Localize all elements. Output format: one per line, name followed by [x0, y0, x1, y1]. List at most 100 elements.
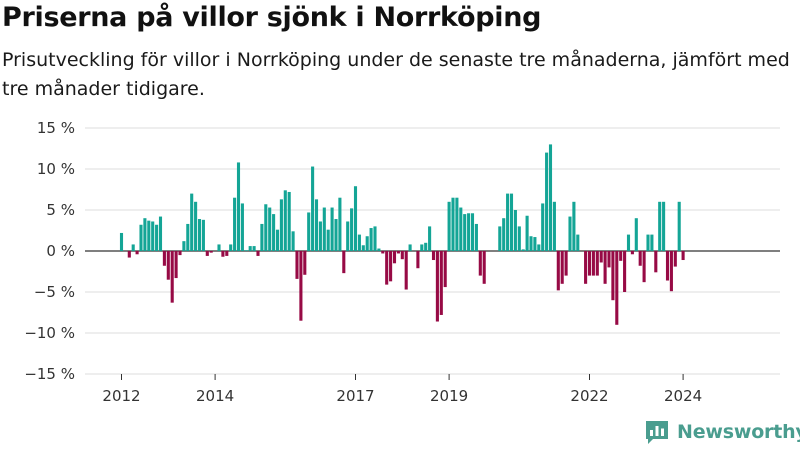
- bar: [463, 214, 467, 251]
- bar: [459, 207, 463, 251]
- bar: [127, 251, 131, 258]
- bar: [338, 197, 342, 251]
- bar: [537, 244, 541, 251]
- bar: [435, 251, 439, 322]
- bar: [182, 241, 186, 251]
- bar: [591, 251, 595, 276]
- bar: [662, 201, 666, 251]
- bar: [174, 251, 178, 279]
- bar: [607, 251, 611, 268]
- bar: [287, 191, 291, 251]
- y-tick-label: 5 %: [46, 201, 75, 219]
- bar: [603, 251, 607, 284]
- bar: [240, 203, 244, 251]
- bar: [541, 203, 545, 251]
- bar: [638, 251, 642, 266]
- bar: [408, 244, 412, 251]
- bar: [190, 193, 194, 251]
- bar-chart-logo-icon: [646, 421, 668, 444]
- bar: [665, 251, 670, 281]
- bar: [139, 224, 143, 251]
- y-tick-label: −5 %: [34, 283, 75, 301]
- chart-title: Priserna på villor sjönk i Norrköping: [2, 2, 542, 33]
- bar: [654, 251, 658, 273]
- newsworthy-logo[interactable]: Newsworthy: [644, 419, 800, 445]
- bar: [451, 197, 455, 251]
- bar: [119, 232, 124, 251]
- bar: [560, 251, 564, 284]
- bar: [552, 201, 556, 251]
- bar: [424, 242, 428, 251]
- bar: [584, 251, 588, 284]
- bar: [342, 251, 346, 274]
- bar: [650, 234, 654, 251]
- bar: [217, 244, 221, 251]
- bar: [233, 197, 237, 251]
- x-tick-label: 2014: [196, 387, 234, 405]
- bar: [225, 251, 229, 256]
- bar: [158, 216, 163, 251]
- bar: [205, 251, 209, 256]
- bar: [630, 251, 634, 255]
- y-tick-label: −10 %: [24, 324, 75, 342]
- bar: [389, 251, 393, 282]
- x-tick-label: 2012: [102, 387, 140, 405]
- bar: [353, 186, 358, 251]
- y-tick-label: 0 %: [46, 242, 75, 260]
- bar: [291, 231, 295, 251]
- bar: [248, 246, 252, 251]
- x-tick-label: 2017: [336, 387, 374, 405]
- bar: [439, 251, 443, 315]
- bar: [642, 251, 646, 283]
- bar: [350, 208, 354, 251]
- bar: [568, 216, 572, 251]
- bar: [669, 251, 673, 292]
- y-tick-label: 10 %: [37, 160, 75, 178]
- bar: [396, 251, 400, 254]
- bar: [236, 162, 241, 251]
- bar: [186, 223, 190, 251]
- bar: [275, 229, 280, 251]
- bar: [420, 244, 424, 251]
- bar: [330, 207, 334, 251]
- bar: [369, 228, 373, 251]
- bar: [681, 251, 685, 261]
- bar: [170, 251, 174, 303]
- x-tick-label: 2022: [570, 387, 608, 405]
- x-axis: 2012 2014 2017 2019 2022 2024: [102, 374, 702, 405]
- bar: [502, 218, 506, 251]
- bar: [615, 251, 619, 325]
- bar: [623, 251, 627, 292]
- bar: [346, 221, 350, 251]
- bar: [634, 218, 638, 251]
- bar: [385, 251, 389, 285]
- brand-name: Newsworthy: [677, 421, 800, 443]
- bar: [545, 152, 549, 251]
- bar: [373, 226, 377, 251]
- bar: [166, 251, 170, 280]
- bar: [209, 251, 213, 253]
- x-tick-label: 2024: [664, 387, 702, 405]
- bar: [611, 251, 615, 301]
- bar: [307, 212, 311, 251]
- bar: [318, 221, 322, 251]
- bar: [314, 199, 319, 251]
- bar: [381, 251, 385, 254]
- bar: [268, 207, 272, 251]
- bar: [673, 251, 677, 267]
- bar: [564, 251, 568, 276]
- bar: [587, 251, 592, 276]
- bar: [229, 244, 233, 251]
- bar: [498, 226, 502, 251]
- bar: [572, 201, 576, 251]
- bar: [334, 219, 338, 251]
- bar: [221, 251, 225, 257]
- bar: [431, 251, 436, 261]
- y-tick-label: −15 %: [24, 365, 75, 383]
- bar: [244, 250, 248, 251]
- bar: [162, 251, 166, 266]
- bar: [556, 251, 560, 291]
- bar: [470, 213, 475, 251]
- bar: [303, 251, 307, 275]
